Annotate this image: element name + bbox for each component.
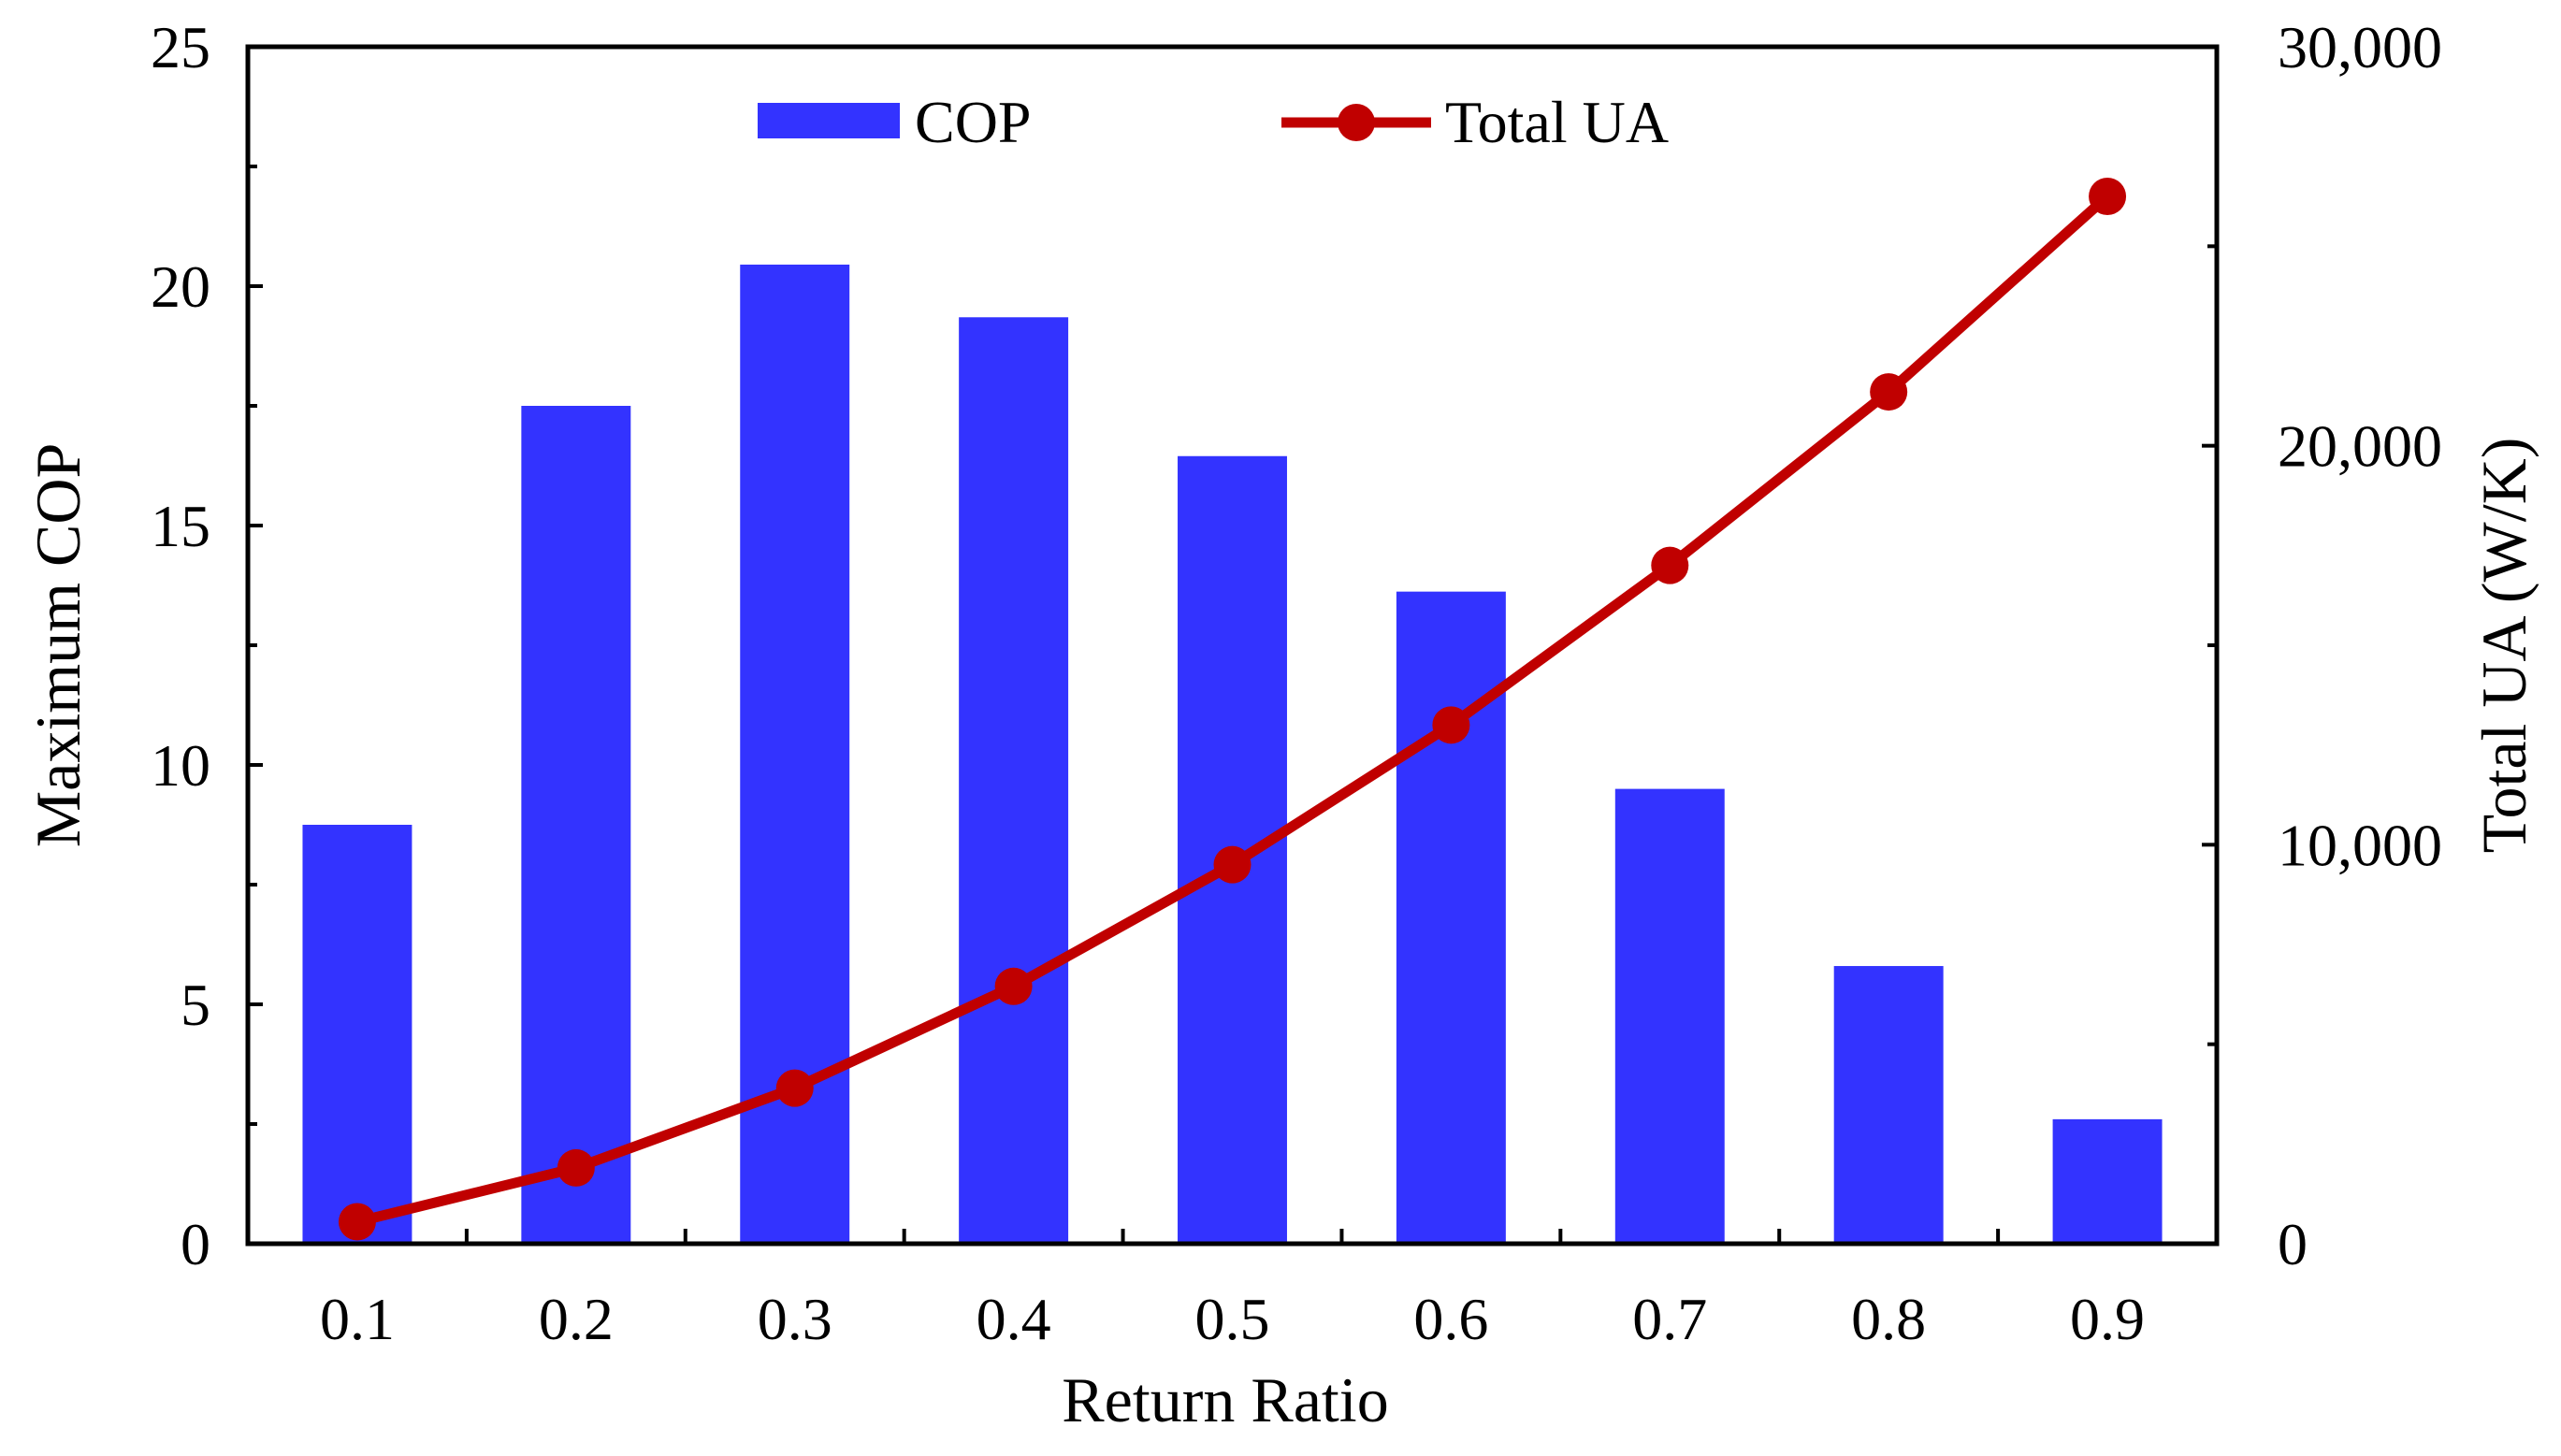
y2-tick-label-1: 10,000 — [2278, 812, 2442, 878]
x-tick-label-7: 0.8 — [1851, 1286, 1926, 1352]
plot-frame — [245, 44, 2220, 1247]
y2-tick-label-0: 0 — [2278, 1211, 2308, 1277]
legend-swatch-cop — [758, 103, 900, 138]
y-tick-label-5: 25 — [151, 14, 210, 80]
y-tick-label-2: 10 — [151, 732, 210, 799]
x-tick-label-1: 0.2 — [539, 1286, 614, 1352]
bar-cop-8 — [2052, 1118, 2163, 1244]
bar-cop-5 — [1396, 591, 1506, 1244]
x-tick-label-2: 0.3 — [758, 1286, 832, 1352]
point-total-ua-4 — [1213, 845, 1252, 884]
y-tick-label-4: 20 — [151, 253, 210, 320]
x-tick-label-4: 0.5 — [1195, 1286, 1270, 1352]
labels-layer: Return Ratio Maximum COP Total UA (W/K) … — [22, 14, 2539, 1435]
x-axis-title: Return Ratio — [1062, 1364, 1388, 1435]
bar-cop-7 — [1833, 966, 1944, 1244]
x-tick-label-0: 0.1 — [320, 1286, 395, 1352]
x-tick-label-6: 0.7 — [1632, 1286, 1707, 1352]
legend-swatch-ua-marker — [1338, 104, 1375, 141]
point-total-ua-6 — [1651, 546, 1689, 584]
point-total-ua-3 — [994, 967, 1033, 1005]
bar-cop-1 — [521, 406, 631, 1244]
y-tick-label-3: 15 — [151, 493, 210, 559]
point-total-ua-1 — [557, 1148, 595, 1187]
x-tick-label-5: 0.6 — [1413, 1286, 1488, 1352]
point-total-ua-0 — [338, 1203, 376, 1241]
y-tick-label-1: 5 — [181, 972, 210, 1038]
point-total-ua-8 — [2089, 178, 2127, 215]
frame-layer — [245, 44, 2220, 1247]
y-tick-label-0: 0 — [181, 1211, 210, 1277]
x-tick-label-3: 0.4 — [977, 1286, 1051, 1352]
legend-label-ua: Total UA — [1445, 89, 1669, 155]
y2-axis-title: Total UA (W/K) — [2468, 438, 2539, 854]
x-tick-label-8: 0.9 — [2070, 1286, 2145, 1352]
point-total-ua-2 — [775, 1069, 814, 1107]
legend: COP Total UA — [758, 89, 1669, 155]
bar-cop-0 — [302, 825, 412, 1244]
bars-layer — [302, 264, 2163, 1245]
y2-tick-label-3: 30,000 — [2278, 14, 2442, 80]
bar-cop-3 — [959, 317, 1069, 1244]
legend-label-cop: COP — [915, 89, 1032, 155]
bar-cop-6 — [1614, 788, 1725, 1244]
y2-tick-label-2: 20,000 — [2278, 413, 2442, 480]
line-layer — [338, 178, 2127, 1241]
point-total-ua-7 — [1870, 373, 1908, 411]
point-total-ua-5 — [1432, 706, 1470, 744]
y-axis-title: Maximum COP — [22, 443, 94, 848]
